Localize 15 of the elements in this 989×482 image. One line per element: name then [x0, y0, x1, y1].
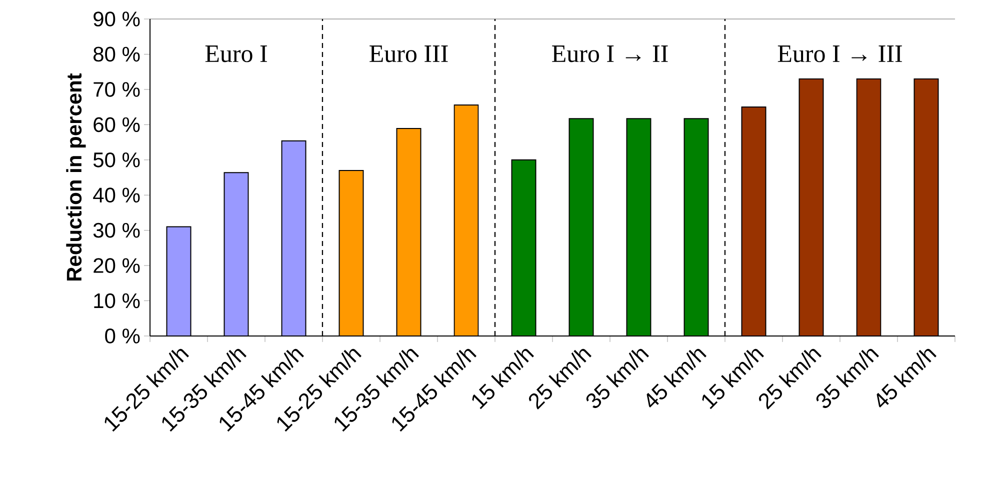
y-tick-label: 70 % [94, 82, 140, 97]
y-tick-label: 0 % [105, 328, 140, 344]
y-tick-label: 10 % [94, 293, 140, 308]
y-tick-label: 60 % [94, 117, 140, 132]
y-tick-label: 50 % [93, 152, 140, 168]
annotation: Euro I [205, 46, 267, 62]
y-tick-label: 40 % [93, 188, 140, 203]
y-tick-label: 20 % [94, 258, 140, 273]
y-tick-label: 80 % [94, 46, 140, 62]
annotation: Euro I → III [778, 46, 902, 62]
y-tick-label: 30 % [93, 222, 140, 238]
annotation: Euro I → II [552, 46, 668, 62]
y-tick-label: 90 % [94, 12, 140, 26]
annotation: Euro III [370, 46, 448, 62]
y-axis-title: Reduction in percent [66, 73, 86, 281]
